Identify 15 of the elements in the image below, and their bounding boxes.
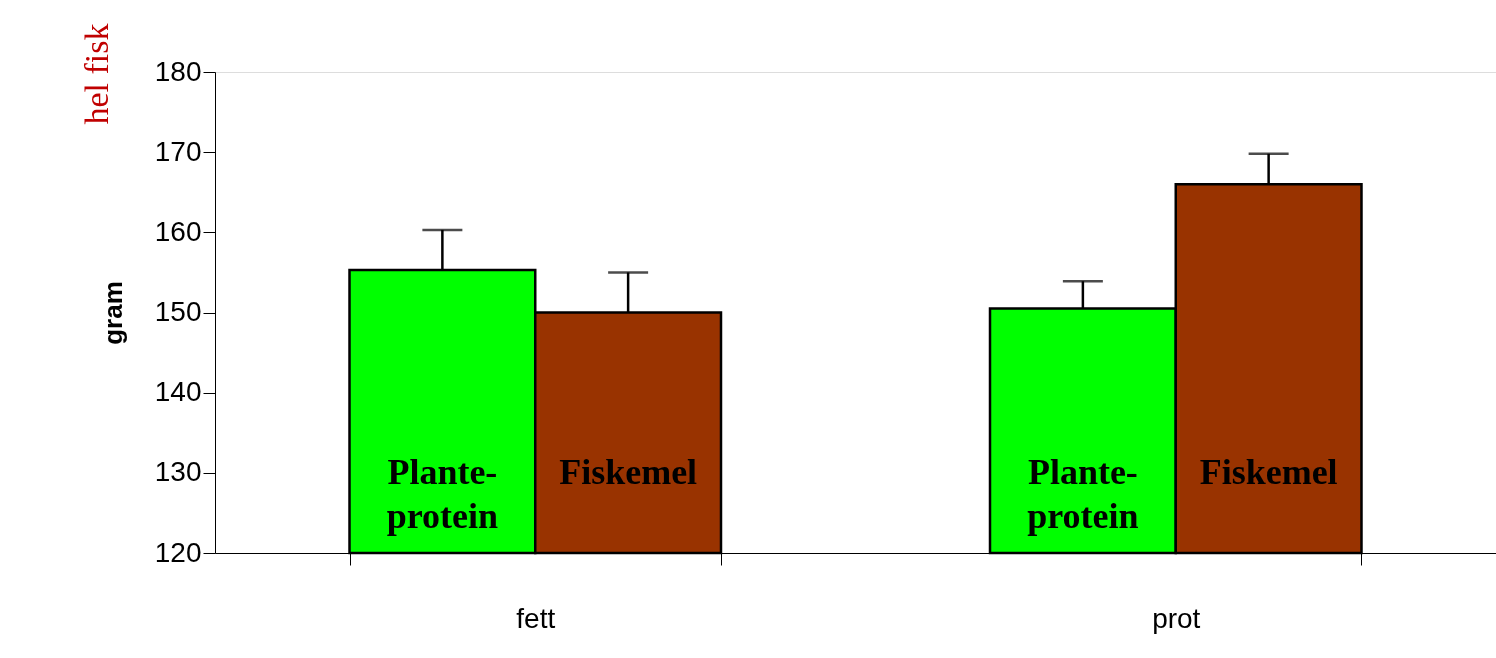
x-tick-label: prot [1152, 602, 1201, 634]
y-tick-label: 150 [154, 296, 202, 327]
y-tick-label: 160 [154, 215, 202, 247]
y-tick-label: 130 [154, 456, 202, 488]
y-tick-label: 120 [154, 536, 202, 568]
series-label: Fiskemel [559, 452, 698, 492]
text: Plante- protein [1027, 452, 1139, 536]
text: hel fisk [78, 23, 115, 125]
y-tick-label: 140 [154, 376, 202, 408]
y-tick-label: 180 [154, 55, 202, 87]
y-axis-title: gram [97, 281, 128, 345]
y-tick-label: 170 [154, 135, 202, 167]
text: Fiskemel [1199, 452, 1338, 492]
series-label: Plante- protein [386, 452, 499, 536]
x-tick-label: fett [516, 602, 556, 634]
